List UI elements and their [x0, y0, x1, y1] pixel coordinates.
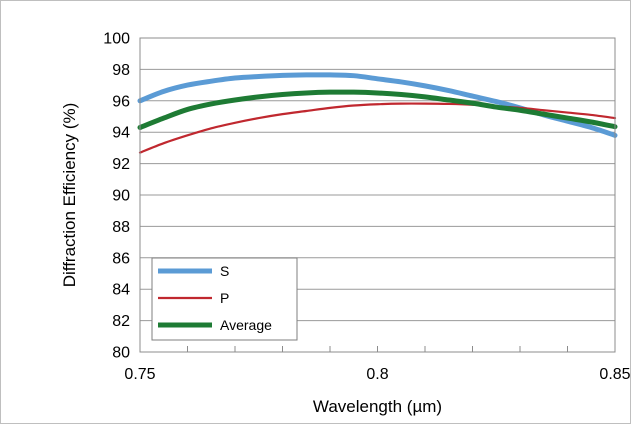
series-layer	[137, 72, 618, 154]
axes	[139, 37, 616, 353]
y-tick-label: 98	[112, 62, 130, 79]
legend-label: Average	[220, 317, 272, 333]
legend-label: P	[220, 290, 229, 306]
y-tick-label: 94	[112, 125, 130, 142]
y-tick-label: 86	[112, 250, 130, 267]
y-tick-label: 84	[112, 282, 130, 299]
y-axis-title: Diffraction Efficiency (%)	[60, 103, 79, 288]
y-tick-label: 88	[112, 219, 130, 236]
tick-labels: 80 82 84 86 88 90 92 94 96 98 100 0.75 0.8 0.85	[103, 31, 630, 384]
x-tick-label: 0.85	[599, 366, 630, 383]
series-line-average	[137, 89, 618, 130]
y-tick-label: 96	[112, 93, 130, 110]
y-tick-label: 92	[112, 156, 130, 173]
x-tick-label: 0.75	[124, 366, 155, 383]
y-tick-label: 82	[112, 313, 130, 330]
legend-label: S	[220, 263, 229, 279]
y-tick-label: 100	[103, 31, 130, 48]
y-tick-label: 90	[112, 188, 130, 205]
series-line-p	[138, 102, 617, 154]
x-tick-label: 0.8	[366, 366, 388, 383]
y-tick-label: 80	[112, 345, 130, 362]
legend: SP Average	[151, 257, 298, 341]
x-axis-title: Wavelength (µm)	[313, 397, 442, 416]
